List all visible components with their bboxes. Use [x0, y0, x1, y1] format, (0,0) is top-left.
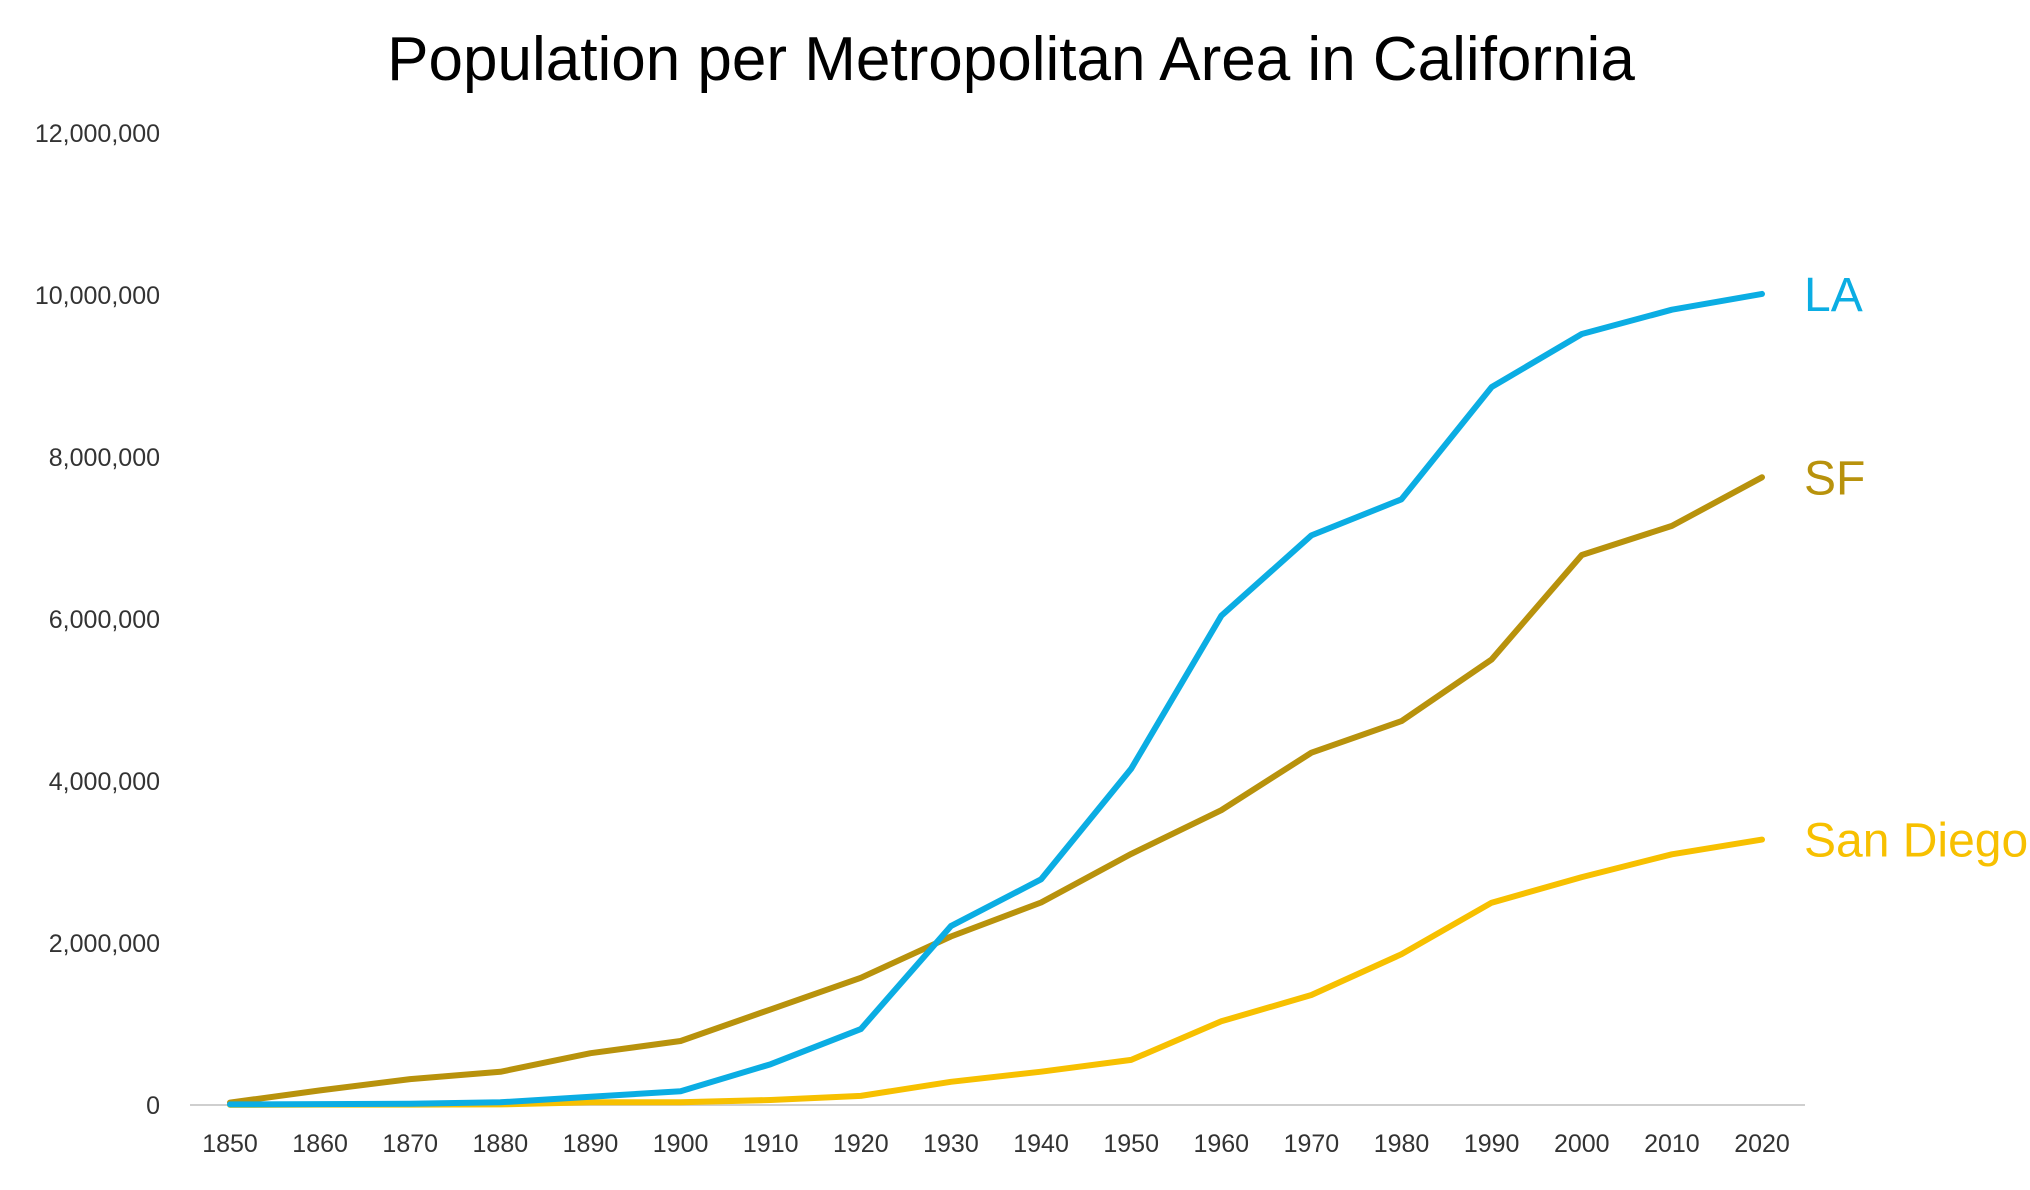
x-tick-label: 1850 [202, 1130, 258, 1158]
y-tick-label: 12,000,000 [35, 120, 160, 148]
y-axis-ticks: 0 2,000,000 4,000,000 6,000,000 8,000,000 10,… [35, 120, 160, 1120]
x-tick-label: 1970 [1284, 1130, 1340, 1158]
chart-title: Population per Metropolitan Area in Cali… [387, 25, 1635, 94]
x-tick-label: 1950 [1103, 1130, 1159, 1158]
series-label-sf: SF [1804, 452, 1865, 505]
x-tick-label: 2010 [1644, 1130, 1700, 1158]
series-line-san-diego [227, 836, 1765, 1108]
x-tick-label: 2000 [1554, 1130, 1610, 1158]
series-label-la: LA [1804, 269, 1863, 322]
y-tick-label: 6,000,000 [49, 606, 160, 634]
x-tick-label: 1980 [1374, 1130, 1430, 1158]
series-lines [227, 290, 1765, 1108]
x-tick-label: 1870 [382, 1130, 438, 1158]
series-line-la [227, 290, 1765, 1108]
y-tick-label: 4,000,000 [49, 768, 160, 796]
x-tick-label: 1990 [1464, 1130, 1520, 1158]
x-tick-label: 1910 [743, 1130, 799, 1158]
x-tick-label: 1880 [473, 1130, 529, 1158]
series-label-san-diego: San Diego [1804, 815, 2028, 868]
y-tick-label: 2,000,000 [49, 930, 160, 958]
x-tick-label: 1890 [563, 1130, 619, 1158]
series-labels: LA SF San Diego [1804, 269, 2028, 868]
y-tick-label: 10,000,000 [35, 282, 160, 310]
x-axis-ticks: 1850 1860 1870 1880 1890 1900 1910 1920 1930 1940… [202, 1130, 1790, 1158]
x-tick-label: 1960 [1193, 1130, 1249, 1158]
x-tick-label: 1860 [292, 1130, 348, 1158]
y-tick-label: 8,000,000 [49, 444, 160, 472]
x-tick-label: 1920 [833, 1130, 889, 1158]
x-tick-label: 1930 [923, 1130, 979, 1158]
series-line-sf [227, 474, 1765, 1106]
x-tick-label: 2020 [1734, 1130, 1790, 1158]
y-tick-label: 0 [146, 1092, 160, 1120]
x-tick-label: 1900 [653, 1130, 709, 1158]
x-tick-label: 1940 [1013, 1130, 1069, 1158]
